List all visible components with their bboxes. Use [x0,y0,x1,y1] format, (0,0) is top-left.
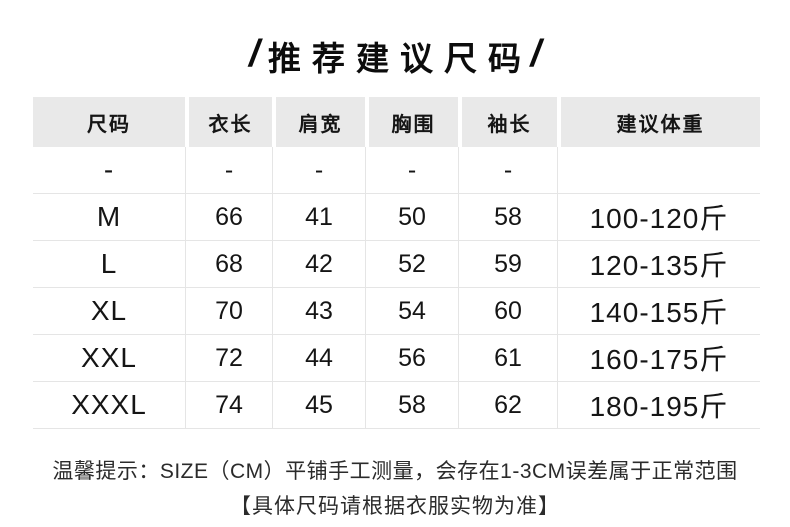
table-cell: 74 [185,382,272,429]
table-cell: 120-135斤 [557,241,760,288]
table-cell: 41 [272,194,365,241]
table-cell: 42 [272,241,365,288]
table-cell: 68 [185,241,272,288]
size-disclaimer: 【具体尺码请根据衣服实物为准】 [230,495,560,518]
table-cell: 160-175斤 [557,335,760,382]
table-cell: 72 [185,335,272,382]
table-cell: 62 [458,382,557,429]
title-slash-left: / [248,32,260,75]
measurement-note: 温馨提示：SIZE（CM）平铺手工测量，会存在1-3CM误差属于正常范围 [52,460,738,483]
table-cell: 44 [272,335,365,382]
table-header-cell: 建议体重 [557,97,760,147]
table-cell: 61 [458,335,557,382]
table-cell: XXL [33,335,185,382]
table-cell: L [33,241,185,288]
page-title-text: 推荐建议尺码 [268,40,532,77]
table-cell: 58 [365,382,458,429]
table-cell: 58 [458,194,557,241]
table-cell: 59 [458,241,557,288]
table-cell: - [185,147,272,194]
table-cell: - [458,147,557,194]
table-cell: XXXL [33,382,185,429]
table-cell: 50 [365,194,458,241]
table-cell: - [365,147,458,194]
table-cell: 100-120斤 [557,194,760,241]
table-cell: - [272,147,365,194]
table-cell: 60 [458,288,557,335]
table-cell: 52 [365,241,458,288]
table-cell: 66 [185,194,272,241]
table-cell: 54 [365,288,458,335]
table-cell: 56 [365,335,458,382]
size-table: 尺码 衣长 肩宽 胸围 袖长 建议体重 - - - - - M 66 41 50 58 100-120斤 L 68 4… [33,97,760,429]
table-header-cell: 衣长 [185,97,272,147]
table-cell: 45 [272,382,365,429]
table-cell: 43 [272,288,365,335]
table-header-cell: 袖长 [458,97,557,147]
table-cell: XL [33,288,185,335]
title-slash-right: / [530,32,542,75]
table-cell [557,147,760,194]
table-header-cell: 尺码 [33,97,185,147]
table-cell: M [33,194,185,241]
table-cell: 70 [185,288,272,335]
table-cell: - [33,147,185,194]
table-cell: 140-155斤 [557,288,760,335]
table-header-cell: 肩宽 [272,97,365,147]
table-header-cell: 胸围 [365,97,458,147]
table-cell: 180-195斤 [557,382,760,429]
page-title: / 推荐建议尺码 / [0,32,790,80]
